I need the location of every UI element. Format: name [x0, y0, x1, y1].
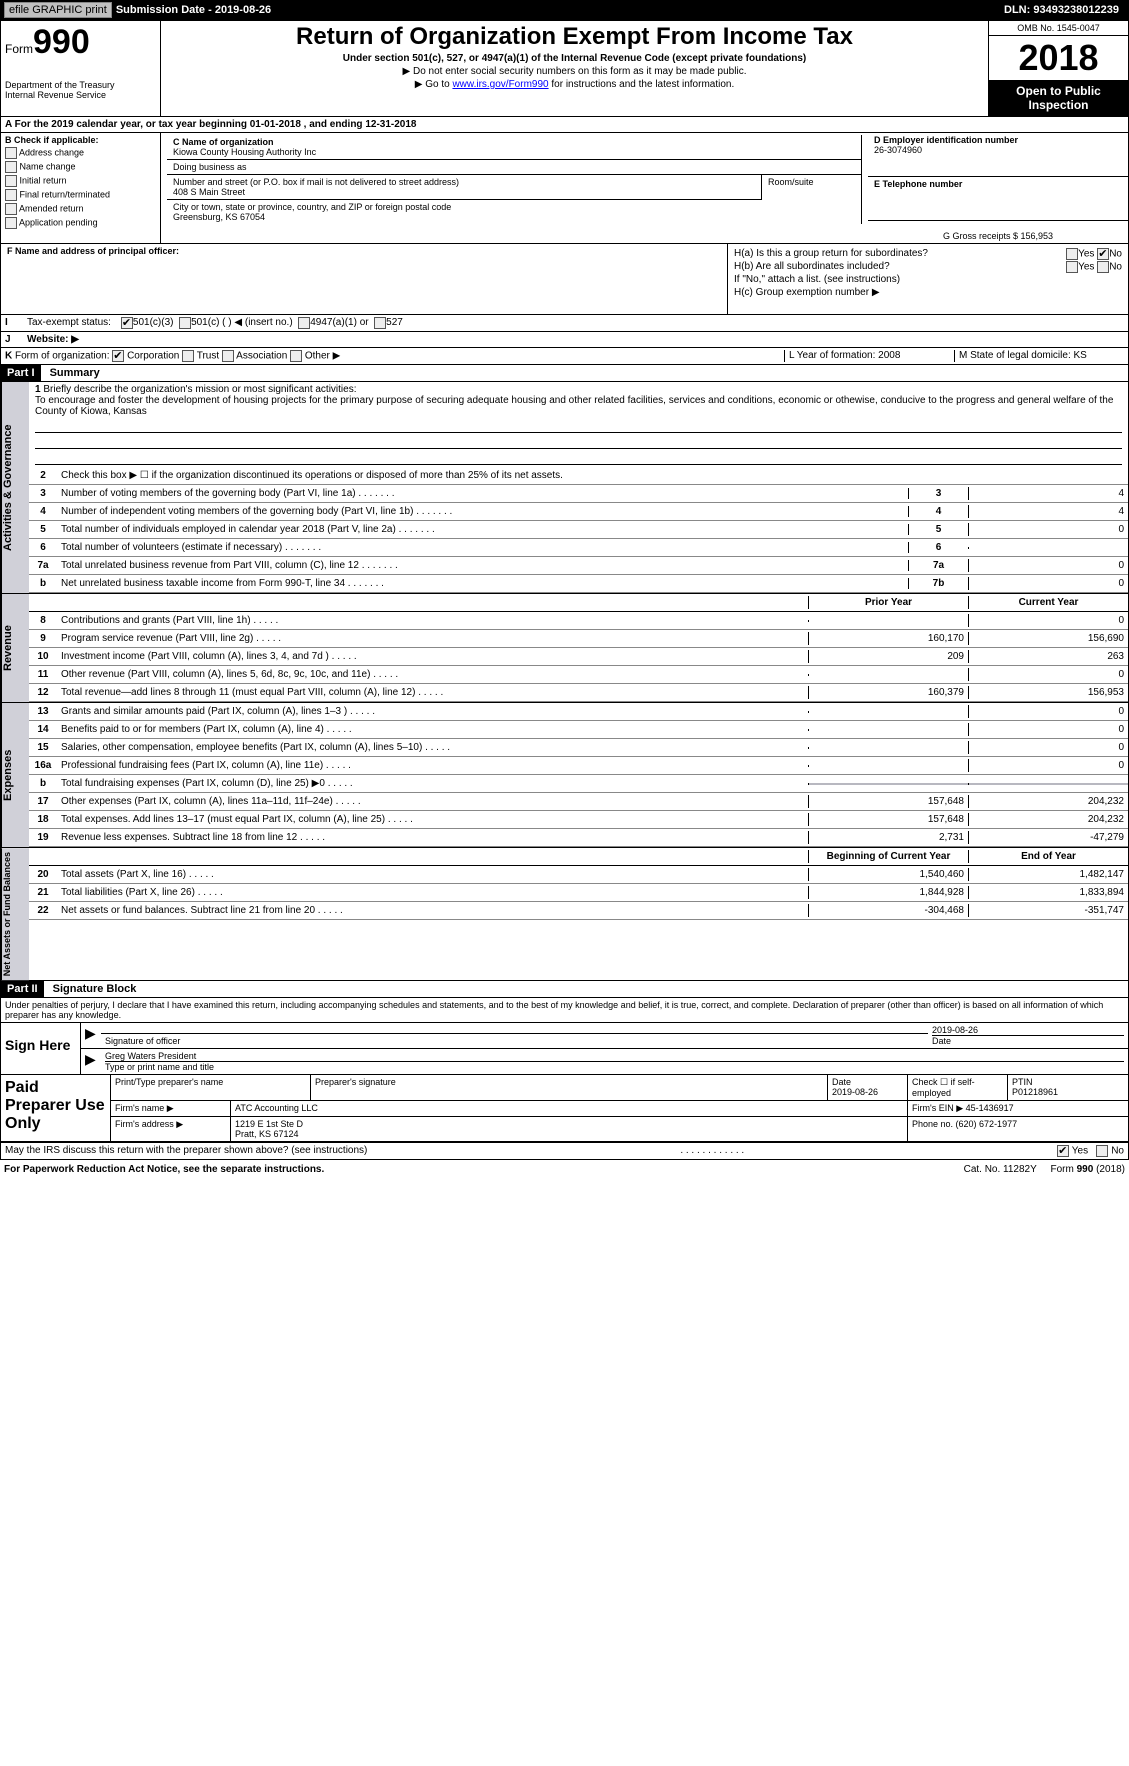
- irs-link[interactable]: www.irs.gov/Form990: [452, 79, 548, 90]
- tax-year: 2018: [989, 36, 1128, 80]
- dept-treasury: Department of the Treasury: [5, 80, 156, 90]
- ssn-note: ▶ Do not enter social security numbers o…: [167, 66, 982, 77]
- state-domicile: M State of legal domicile: KS: [954, 350, 1124, 362]
- ein-cell: D Employer identification number 26-3074…: [868, 133, 1128, 177]
- page-footer: For Paperwork Reduction Act Notice, see …: [0, 1162, 1129, 1177]
- sign-here: Sign Here: [1, 1023, 81, 1074]
- hb-no[interactable]: [1097, 261, 1109, 273]
- dba-cell: Doing business as: [167, 160, 862, 175]
- penalties-text: Under penalties of perjury, I declare th…: [1, 998, 1128, 1023]
- side-netassets: Net Assets or Fund Balances: [1, 848, 29, 980]
- col-h-group: H(a) Is this a group return for subordin…: [728, 244, 1128, 314]
- form-subtitle: Under section 501(c), 527, or 4947(a)(1)…: [167, 53, 982, 64]
- ha-yes[interactable]: [1066, 248, 1078, 260]
- officer-cell: F Name and address of principal officer:: [1, 244, 728, 314]
- efile-header: efile GRAPHIC print Submission Date - 20…: [0, 0, 1129, 20]
- paid-preparer: Paid Preparer Use Only: [1, 1075, 111, 1141]
- goto-note: ▶ Go to www.irs.gov/Form990 for instruct…: [167, 79, 982, 90]
- part-i-header: Part I: [1, 365, 41, 381]
- address-cell: Number and street (or P.O. box if mail i…: [167, 175, 762, 200]
- city-cell: City or town, state or province, country…: [167, 200, 862, 224]
- side-expenses: Expenses: [1, 703, 29, 847]
- mission-block: 1 Briefly describe the organization's mi…: [29, 382, 1128, 467]
- phone-cell: E Telephone number: [868, 177, 1128, 221]
- discuss-yes[interactable]: [1057, 1145, 1069, 1157]
- org-name-cell: C Name of organization Kiowa County Hous…: [167, 135, 862, 160]
- irs-label: Internal Revenue Service: [5, 90, 156, 100]
- dln: DLN: 93493238012239: [1004, 4, 1119, 16]
- efile-btn: efile GRAPHIC print: [4, 2, 112, 18]
- open-public: Open to Public Inspection: [989, 80, 1128, 116]
- ha-no[interactable]: [1097, 248, 1109, 260]
- side-revenue: Revenue: [1, 594, 29, 702]
- col-b-checkboxes: B Check if applicable: Address change Na…: [1, 133, 161, 243]
- room-cell: Room/suite: [762, 175, 862, 200]
- row-a-taxyear: A For the 2019 calendar year, or tax yea…: [1, 117, 1128, 133]
- corp-check[interactable]: [112, 350, 124, 362]
- side-activities: Activities & Governance: [1, 382, 29, 593]
- omb-number: OMB No. 1545-0047: [989, 21, 1128, 36]
- year-formation: L Year of formation: 2008: [784, 350, 954, 362]
- submission-date: Submission Date - 2019-08-26: [116, 4, 271, 16]
- gross-receipts: G Gross receipts $ 156,953: [868, 221, 1128, 243]
- form-990: Form990 Department of the Treasury Inter…: [0, 20, 1129, 1160]
- hb-yes[interactable]: [1066, 261, 1078, 273]
- discuss-no[interactable]: [1096, 1145, 1108, 1157]
- part-ii-header: Part II: [1, 981, 44, 997]
- form-label: Form990: [5, 23, 156, 62]
- form-title: Return of Organization Exempt From Incom…: [167, 23, 982, 51]
- 501c3-check[interactable]: [121, 317, 133, 329]
